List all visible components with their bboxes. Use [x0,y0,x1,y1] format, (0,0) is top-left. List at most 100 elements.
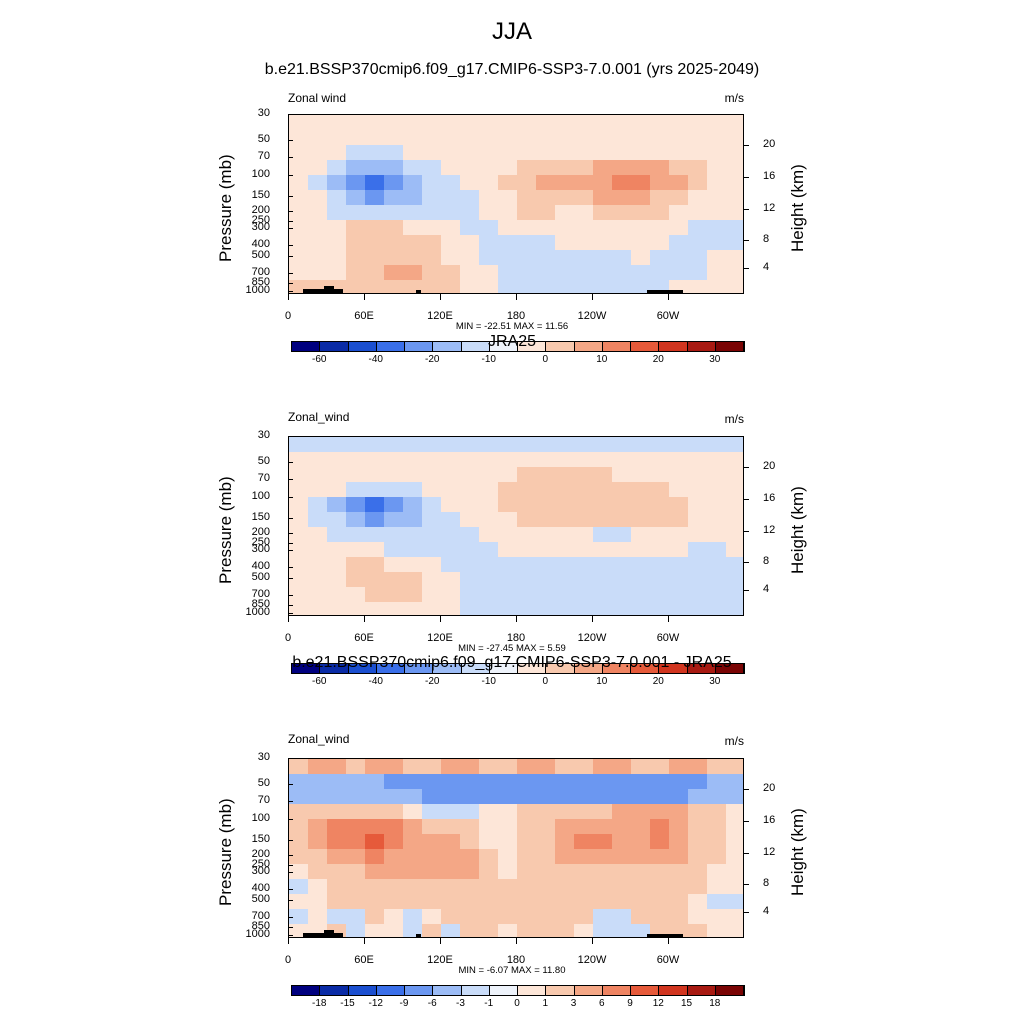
height-tick [744,467,749,468]
heatmap-cell [403,864,423,880]
heatmap-cell [612,130,632,146]
colorbar-label: 20 [652,676,664,687]
heatmap-cell [612,452,632,468]
heatmap-cell [422,220,442,236]
heatmap-cell [726,115,743,131]
heatmap-cell [688,235,708,251]
height-tick [744,821,749,822]
heatmap-cell [460,602,480,615]
units-label: m/s [724,91,744,105]
heatmap-cell [460,557,480,573]
colorbar-swatch [489,664,518,673]
heatmap-cell [669,512,689,528]
heatmap-cell [536,924,556,937]
heatmap-cell [726,527,743,543]
heatmap-cell [574,280,594,293]
heatmap-cell [346,819,366,835]
heatmap-cell [688,527,708,543]
heatmap-cell [384,759,404,775]
heatmap-cell [669,280,689,293]
heatmap-cell [707,145,727,161]
heatmap-cell [289,789,309,805]
heatmap-cell [365,497,385,513]
heatmap-cell [650,452,670,468]
x-tick [288,616,289,622]
y-tick-label: 1000 [245,606,270,618]
heatmap-cell [555,894,575,910]
heatmap-cell [726,864,743,880]
heatmap-cell [422,512,442,528]
heatmap-cell [612,819,632,835]
heatmap-cell [726,160,743,176]
heatmap-cell [669,175,689,191]
heatmap-cell [479,467,499,483]
heatmap-cell [688,220,708,236]
y-tick [288,935,293,936]
colorbar-swatch [348,986,377,995]
heatmap-cell [574,497,594,513]
y-tick [288,283,293,284]
heatmap-cell [612,602,632,615]
y-tick-label: 200 [251,204,270,216]
heatmap-cell [365,894,385,910]
heatmap-cell [669,572,689,588]
heatmap-cell [479,602,499,615]
heatmap-cell [441,834,461,850]
heatmap-cell [403,924,423,937]
heatmap-cell [327,557,347,573]
heatmap-cell [707,115,727,131]
heatmap-cell [612,497,632,513]
heatmap-cell [308,557,328,573]
heatmap-cell [555,789,575,805]
y2-axis-label: Height (km) [788,486,807,574]
heatmap-cell [593,160,613,176]
heatmap-cell [517,235,537,251]
heatmap-cell [365,512,385,528]
heatmap-cell [422,759,442,775]
heatmap-cell [650,205,670,221]
heatmap-cell [688,924,708,937]
heatmap-cell [612,849,632,865]
heatmap-cell [688,265,708,281]
heatmap-cell [422,834,442,850]
heatmap-cell [669,527,689,543]
colorbar-label: -60 [312,676,327,687]
heatmap-cell [365,115,385,131]
heatmap-cell [593,220,613,236]
heatmap-cell [289,527,309,543]
heatmap-cell [688,497,708,513]
x-tick [364,616,365,622]
heatmap-cell [555,774,575,790]
colorbar-label: 30 [709,354,721,365]
heatmap-cell [555,145,575,161]
y-tick [288,211,293,212]
colorbar-label: -40 [368,354,383,365]
y-tick [288,758,293,759]
heatmap-cell [289,512,309,528]
heatmap-cell [536,557,556,573]
heatmap-cell [441,879,461,895]
colorbar-swatch [631,342,660,351]
heatmap-cell [403,130,423,146]
heatmap-cell [346,497,366,513]
heatmap-cell [498,602,518,615]
heatmap-cell [650,774,670,790]
heatmap-cell [346,482,366,498]
x-tick [592,938,593,944]
heatmap-cell [631,482,651,498]
heatmap-cell [536,145,556,161]
heatmap-cell [707,879,727,895]
y-tick [288,114,293,115]
heatmap-cell [669,190,689,206]
heatmap-cell [688,909,708,925]
heatmap-cell [574,175,594,191]
heatmap-cell [631,879,651,895]
heatmap-cell [289,220,309,236]
heatmap-cell [669,774,689,790]
heatmap-cell [403,115,423,131]
heatmap-cell [384,115,404,131]
heatmap-cell [460,527,480,543]
heatmap-cell [555,864,575,880]
y-tick-label: 150 [251,189,270,201]
heatmap-cell [726,220,743,236]
